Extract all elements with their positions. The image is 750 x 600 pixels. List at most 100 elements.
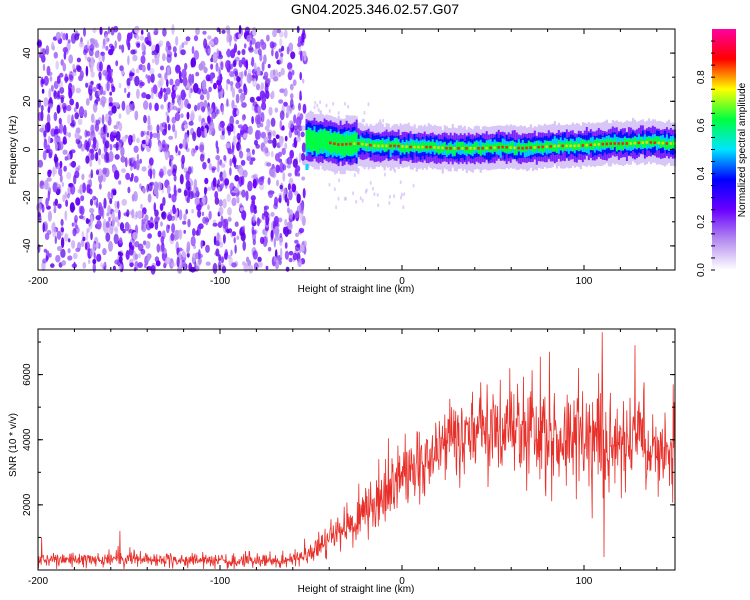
signal-peak [373,144,376,147]
noise-blob [117,251,122,256]
noise-blob [147,233,153,239]
signal-band [305,110,677,175]
noise-blob [208,162,212,171]
noise-blob [267,63,271,69]
noise-blob [217,75,223,82]
noise-blob [199,101,204,107]
noise-blob [85,218,90,224]
noise-blob [319,100,322,105]
noise-blob [267,246,272,252]
noise-blob [256,217,261,227]
noise-blob [270,237,274,242]
noise-blob [41,204,45,213]
noise-blob [174,112,181,122]
noise-blob [272,76,279,82]
noise-blob [207,158,211,164]
noise-blob [281,45,285,52]
signal-peak [545,145,548,148]
noise-blob [220,92,224,99]
noise-blob [207,204,210,211]
signal-cell [331,132,334,154]
noise-blob [56,104,61,114]
noise-blob [283,101,288,107]
noise-blob [56,183,62,190]
noise-blob [198,249,201,260]
signal-cell [567,141,570,150]
signal-cell [539,142,542,152]
noise-blob [300,244,305,252]
noise-blob [121,168,126,174]
noise-blob [250,61,254,66]
noise-blob [65,199,69,207]
noise-blob [117,32,122,42]
noise-blob [135,159,140,171]
noise-blob [108,240,113,252]
noise-blob [265,215,270,226]
noise-blob [65,32,69,41]
noise-blob [202,30,207,35]
noise-blob [240,92,244,104]
signal-peak [441,146,444,150]
snr-x-axis-label: Height of straight line (km) [298,584,415,595]
noise-blob [54,235,57,245]
noise-blob [181,251,186,257]
noise-blob [207,115,211,125]
signal-cell [505,144,508,153]
noise-blob [298,204,302,213]
noise-blob [179,143,183,149]
noise-blob [89,148,95,154]
signal-peak [513,146,516,150]
noise-blob [151,58,155,64]
noise-blob [53,111,58,122]
noise-blob [108,48,114,56]
noise-blob [278,259,282,266]
noise-blob [279,162,285,173]
noise-blob [301,125,306,131]
noise-blob [184,62,188,71]
noise-blob [148,102,152,111]
noise-blob [75,127,81,134]
noise-blob [62,47,68,53]
noise-blob [270,168,275,178]
noise-blob [86,130,91,137]
noise-blob [44,122,51,133]
noise-blob [285,266,290,272]
signal-peak [473,147,476,150]
noise-blob [131,208,135,219]
noise-blob [114,170,120,180]
noise-blob [344,101,347,106]
signal-peak [565,144,568,148]
noise-blob [216,164,220,173]
noise-blob [255,83,261,91]
signal-cell [499,145,502,158]
noise-blob [43,138,48,150]
noise-blob [170,232,175,242]
noise-blob [157,80,162,88]
signal-cell [607,139,610,148]
noise-blob [106,80,110,92]
noise-blob [92,242,96,254]
signal-cell [577,143,580,152]
noise-blob [147,168,152,177]
noise-blob [103,197,107,209]
noise-blob [71,222,75,227]
signal-peak [449,147,452,150]
noise-blob [55,31,61,41]
noise-blob [267,139,273,144]
signal-peak [361,142,364,146]
noise-blob [228,217,232,222]
noise-blob [272,130,276,137]
noise-blob [43,130,47,138]
noise-blob [95,151,99,162]
noise-blob [159,203,164,212]
signal-cell [467,145,470,154]
noise-blob [163,87,167,93]
noise-blob [240,159,246,166]
noise-blob [226,125,232,132]
signal-peak [369,143,372,147]
signal-cell [451,145,454,154]
noise-blob [249,76,253,81]
noise-blob [237,124,244,129]
noise-blob [85,82,89,88]
